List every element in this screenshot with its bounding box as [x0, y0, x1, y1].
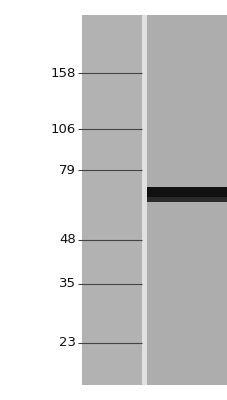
- Bar: [82, 15, 141, 385]
- Bar: [146, 15, 227, 385]
- Text: 158: 158: [50, 67, 76, 80]
- Text: 79: 79: [59, 164, 76, 177]
- Bar: [146, 187, 227, 197]
- Bar: [141, 15, 146, 385]
- Text: 106: 106: [51, 123, 76, 136]
- Text: 23: 23: [59, 336, 76, 349]
- Text: 48: 48: [59, 233, 76, 246]
- Text: 35: 35: [59, 278, 76, 290]
- Bar: [146, 197, 227, 202]
